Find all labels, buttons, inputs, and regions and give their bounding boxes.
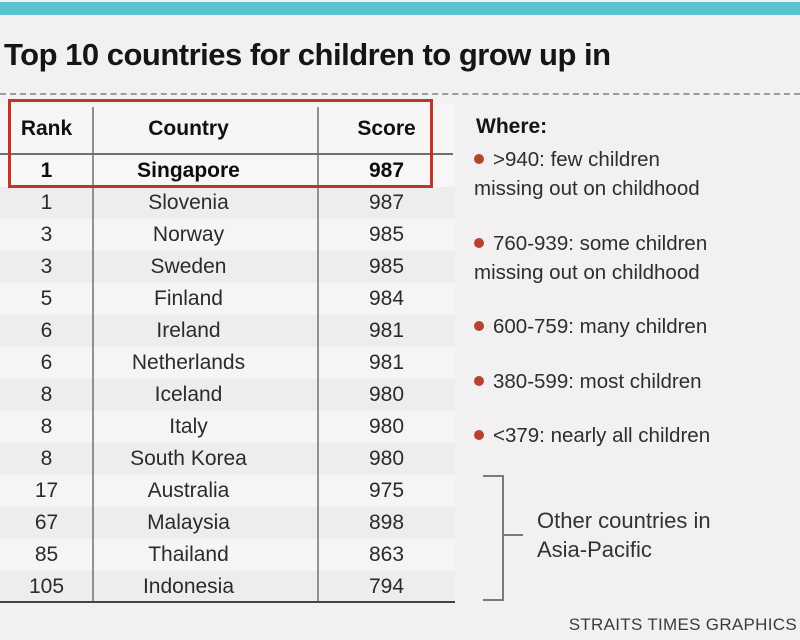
group-bracket-label: Other countries in Asia-Pacific <box>537 508 711 562</box>
table-row: 17 Australia 975 <box>0 475 455 507</box>
legend-item-text: 600-759: many children <box>493 315 708 338</box>
country-cell: Australia <box>147 479 230 502</box>
score-cell: 981 <box>368 319 405 342</box>
dashed-divider <box>0 93 800 95</box>
country-cell: Norway <box>152 223 225 246</box>
rank-cell: 85 <box>34 543 59 566</box>
rank-cell: 6 <box>40 351 53 374</box>
score-cell: 794 <box>368 575 405 598</box>
score-cell: 981 <box>368 351 405 374</box>
bracket-line <box>483 599 504 601</box>
legend-item-text: <379: nearly all children <box>493 424 711 447</box>
country-cell: Iceland <box>154 383 223 406</box>
column-header-country: Country <box>148 117 229 140</box>
score-cell: 898 <box>368 511 405 534</box>
rank-cell: 1 <box>40 158 53 182</box>
bullet-icon <box>474 321 484 331</box>
legend-item-text: 760-939: some children missing out on ch… <box>474 232 708 284</box>
score-cell: 985 <box>368 223 405 246</box>
table-row: 67 Malaysia 898 <box>0 507 455 539</box>
page-title: Top 10 countries for children to grow up… <box>4 37 611 72</box>
table-row-singapore: 1 Singapore 987 <box>0 154 455 187</box>
rank-cell: 17 <box>34 479 59 502</box>
country-cell: Sweden <box>150 255 227 278</box>
score-cell: 987 <box>368 158 405 182</box>
rank-cell: 105 <box>28 575 65 598</box>
legend-item-text: >940: few children missing out on childh… <box>474 148 700 200</box>
bullet-icon <box>474 238 484 248</box>
table-row: 8 South Korea 980 <box>0 443 455 475</box>
country-cell: Singapore <box>137 158 240 182</box>
country-cell: Thailand <box>148 543 229 566</box>
bullet-icon <box>474 430 484 440</box>
table-row: 105 Indonesia 794 <box>0 571 455 603</box>
rank-cell: 8 <box>40 447 53 470</box>
score-cell: 980 <box>368 415 405 438</box>
source-credit: STRAITS TIMES GRAPHICS <box>568 615 797 634</box>
table-header-row: Rank Country Score <box>0 104 455 154</box>
table-body: 1 Slovenia 987 3 Norway 985 3 Sweden 985… <box>0 187 455 603</box>
legend-heading: Where: <box>476 115 548 138</box>
rank-cell: 8 <box>40 383 53 406</box>
column-header-score: Score <box>357 117 416 140</box>
table-row: 3 Sweden 985 <box>0 251 455 283</box>
country-cell: South Korea <box>130 447 247 470</box>
country-cell: Slovenia <box>148 191 229 214</box>
legend-item: 760-939: some children missing out on ch… <box>474 229 724 287</box>
table-row: 1 Slovenia 987 <box>0 187 455 219</box>
rank-cell: 8 <box>40 415 53 438</box>
table-bottom-border <box>0 601 455 603</box>
country-cell: Italy <box>169 415 208 438</box>
score-cell: 987 <box>368 191 405 214</box>
legend-item: <379: nearly all children <box>474 421 796 450</box>
score-cell: 980 <box>368 447 405 470</box>
legend-item: >940: few children missing out on childh… <box>474 145 724 203</box>
rank-cell: 3 <box>40 223 53 246</box>
score-cell: 980 <box>368 383 405 406</box>
table-row: 6 Netherlands 981 <box>0 347 455 379</box>
top-accent-bar <box>0 2 800 15</box>
legend-item-text: 380-599: most children <box>493 370 702 393</box>
table-row: 3 Norway 985 <box>0 219 455 251</box>
country-cell: Ireland <box>156 319 221 342</box>
country-cell: Indonesia <box>142 575 235 598</box>
rank-cell: 3 <box>40 255 53 278</box>
rank-cell: 67 <box>34 511 59 534</box>
table-row: 8 Italy 980 <box>0 411 455 443</box>
table-row: 85 Thailand 863 <box>0 539 455 571</box>
table-row: 5 Finland 984 <box>0 283 455 315</box>
table-row: 8 Iceland 980 <box>0 379 455 411</box>
country-cell: Netherlands <box>131 351 246 374</box>
score-cell: 975 <box>368 479 405 502</box>
rank-cell: 1 <box>40 191 53 214</box>
bullet-icon <box>474 154 484 164</box>
score-cell: 985 <box>368 255 405 278</box>
bullet-icon <box>474 376 484 386</box>
bracket-line <box>502 475 504 601</box>
table-row: 6 Ireland 981 <box>0 315 455 347</box>
bracket-line <box>483 475 504 477</box>
column-separator <box>92 107 94 603</box>
rank-cell: 5 <box>40 287 53 310</box>
country-cell: Finland <box>154 287 223 310</box>
legend-item: 380-599: most children <box>474 367 796 396</box>
header-underline <box>0 153 453 155</box>
rank-cell: 6 <box>40 319 53 342</box>
score-cell: 984 <box>368 287 405 310</box>
bracket-line <box>504 534 523 536</box>
legend-item: 600-759: many children <box>474 312 796 341</box>
score-cell: 863 <box>368 543 405 566</box>
column-separator <box>317 107 319 603</box>
country-cell: Malaysia <box>147 511 230 534</box>
column-header-rank: Rank <box>20 117 73 140</box>
